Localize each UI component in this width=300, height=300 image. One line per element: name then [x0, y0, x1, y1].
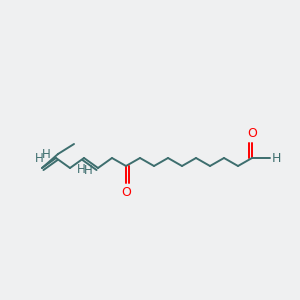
- Text: H: H: [272, 152, 281, 164]
- Text: O: O: [247, 127, 257, 140]
- Text: H: H: [84, 164, 93, 178]
- Text: O: O: [121, 186, 131, 199]
- Text: H: H: [34, 152, 43, 165]
- Text: H: H: [76, 163, 85, 176]
- Text: H: H: [42, 148, 51, 161]
